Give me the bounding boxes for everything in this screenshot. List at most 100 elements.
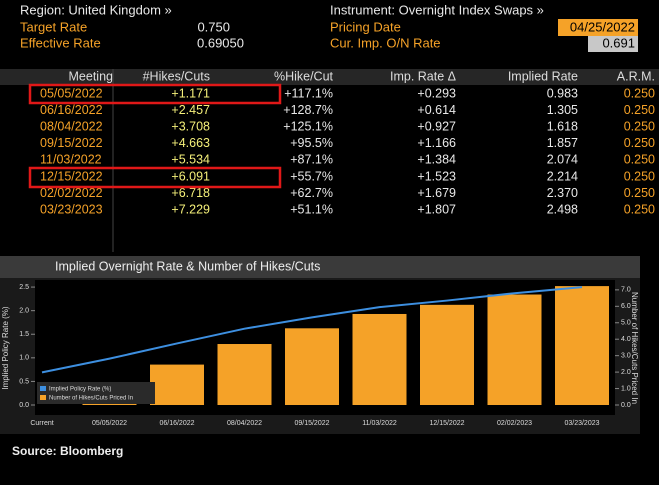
label: Pricing Date (330, 19, 401, 34)
cell: 09/15/2022 (40, 136, 103, 150)
cell: +95.5% (290, 136, 333, 150)
line (41, 286, 583, 374)
y-tick-label: 2.0 (19, 308, 29, 315)
cell: +6.091 (171, 169, 210, 183)
x-tick-label: 05/05/2022 (92, 420, 127, 427)
value: 0.750 (197, 19, 230, 34)
table-header (0, 69, 659, 85)
cell: +1.523 (417, 169, 456, 183)
x-tick-label: Current (30, 420, 53, 427)
bar (555, 286, 609, 405)
x-tick-label: 11/03/2022 (362, 420, 397, 427)
cell: 2.498 (547, 202, 578, 216)
legend-label: Number of Hikes/Cuts Priced In (49, 396, 133, 402)
cell: 08/04/2022 (40, 119, 103, 133)
highlight (28, 166, 282, 189)
cell: 03/23/2023 (40, 202, 103, 216)
y2-tick-label: 6.0 (621, 303, 631, 310)
bar (150, 364, 204, 405)
x-tick-label: 03/23/2023 (564, 420, 599, 427)
cell: 2.214 (547, 169, 578, 183)
cell: +7.229 (171, 202, 210, 216)
date-box[interactable] (558, 19, 638, 36)
cell: +1.807 (417, 202, 456, 216)
x-tick-label: 08/04/2022 (227, 420, 262, 427)
cell: 0.250 (624, 86, 655, 100)
chart: 0.0 0.5 1.0 1.5 2.0 2.5 0.0 1.0 2.0 3.0 4.0 5.0 6.0 7… (19, 284, 631, 427)
chart-title: Implied Overnight Rate & Number of Hikes… (55, 259, 320, 273)
chart-title-bar (0, 256, 640, 278)
cell: 0.983 (547, 86, 578, 100)
instrument[interactable]: Instrument: Overnight Index Swaps » (330, 2, 544, 17)
cell: +62.7% (290, 186, 333, 200)
label: Cur. Imp. O/N Rate (330, 35, 441, 50)
legend (37, 382, 155, 404)
legend-label: Implied Policy Rate (%) (49, 387, 111, 393)
label: Target Rate (20, 19, 87, 34)
column-header: Imp. Rate Δ (390, 69, 456, 83)
bar (352, 313, 407, 405)
y2-tick-label: 1.0 (621, 385, 631, 392)
cell: 0.250 (624, 169, 655, 183)
cell: 0.250 (624, 153, 655, 167)
column-header: #Hikes/Cuts (143, 69, 210, 83)
column-header: Meeting (69, 69, 114, 83)
bar (420, 304, 474, 405)
bar (217, 344, 272, 405)
x-tick-label: 02/02/2023 (497, 420, 532, 427)
cell: 2.370 (547, 186, 578, 200)
cell: +1.166 (417, 136, 456, 150)
bar (285, 328, 339, 405)
cell: +117.1% (284, 86, 333, 100)
cell: +0.927 (417, 119, 456, 133)
cell: +1.171 (171, 86, 210, 100)
cell: +51.1% (290, 202, 333, 216)
legend-swatch (40, 386, 46, 391)
source: Source: Bloomberg (12, 444, 123, 458)
value-box (588, 36, 638, 52)
table: Meeting #Hikes/Cuts %Hike/Cut Imp. Rate Δ Im… (40, 69, 655, 216)
value: 0.69050 (197, 35, 244, 50)
cell: 12/15/2022 (40, 169, 103, 183)
cell: +1.679 (417, 186, 456, 200)
cell: +55.7% (290, 169, 333, 183)
cell: 1.305 (547, 103, 578, 117)
cell: 0.250 (624, 186, 655, 200)
value[interactable]: 04/25/2022 (570, 19, 635, 34)
bar (487, 294, 542, 405)
cell: +0.614 (417, 103, 456, 117)
cell: +1.384 (417, 153, 456, 167)
cell: 0.250 (624, 202, 655, 216)
cell: 0.250 (624, 119, 655, 133)
y2-tick-label: 5.0 (621, 320, 631, 327)
x-tick-label: 12/15/2022 (429, 420, 464, 427)
cell: +4.663 (171, 136, 210, 150)
x-tick-label: 06/16/2022 (159, 420, 194, 427)
cell: 1.618 (547, 119, 578, 133)
column-header: %Hike/Cut (274, 69, 334, 83)
cell: +128.7% (283, 103, 333, 117)
legend-swatch (40, 395, 46, 400)
y-tick-label: 1.0 (19, 355, 29, 362)
cell: +0.293 (417, 86, 456, 100)
cell: +5.534 (171, 153, 210, 167)
region[interactable]: Region: United Kingdom » (20, 2, 172, 17)
cell: +6.718 (171, 186, 210, 200)
y2-tick-label: 7.0 (621, 287, 631, 294)
y-tick-label: 0.0 (19, 402, 29, 409)
highlight (28, 83, 282, 105)
y2-tick-label: 0.0 (621, 402, 631, 409)
cell: 06/16/2022 (40, 103, 103, 117)
y2-axis-label: Number of Hikes/Cuts Priced In (630, 292, 639, 404)
cell: 0.250 (624, 103, 655, 117)
y-axis-label: Implied Policy Rate (%) (1, 306, 10, 389)
cell: +2.457 (171, 103, 210, 117)
column-header: A.R.M. (617, 69, 655, 83)
cell: 02/02/2022 (40, 186, 103, 200)
column-header: Implied Rate (508, 69, 578, 83)
y-tick-label: 2.5 (19, 284, 29, 291)
y2-tick-label: 3.0 (621, 353, 631, 360)
cell: +87.1% (290, 153, 333, 167)
